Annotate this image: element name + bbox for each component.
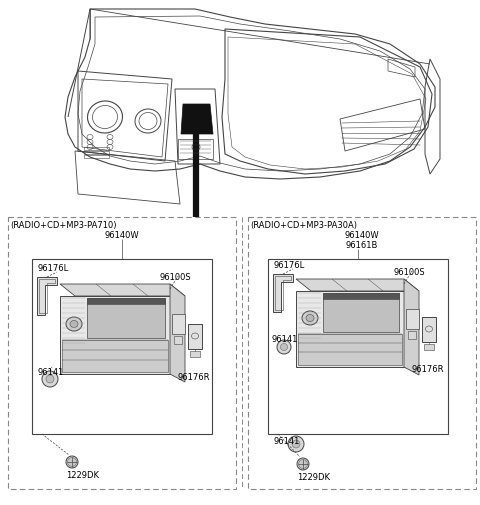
Text: 96161B: 96161B [346,240,378,249]
Polygon shape [323,293,399,332]
Ellipse shape [42,371,58,387]
Polygon shape [298,334,402,365]
Polygon shape [422,317,436,342]
Polygon shape [62,340,168,372]
Text: 96176R: 96176R [412,364,444,373]
Text: 96140W: 96140W [345,231,379,239]
Ellipse shape [277,340,291,355]
Polygon shape [404,279,419,375]
Text: 96141: 96141 [38,367,64,376]
Polygon shape [170,284,185,382]
Polygon shape [188,324,202,349]
Ellipse shape [292,440,300,448]
Ellipse shape [66,456,78,468]
Polygon shape [296,279,419,291]
Polygon shape [60,284,185,296]
Text: 96141: 96141 [272,334,299,343]
Ellipse shape [280,344,288,351]
Polygon shape [181,105,213,135]
Text: (RADIO+CD+MP3-PA30A): (RADIO+CD+MP3-PA30A) [250,221,357,230]
Text: 96100S: 96100S [160,273,192,281]
Ellipse shape [297,458,309,470]
Ellipse shape [66,317,82,331]
Polygon shape [323,293,399,299]
Polygon shape [273,274,293,313]
Ellipse shape [68,458,76,467]
Polygon shape [296,291,404,367]
Polygon shape [406,310,419,329]
Text: 96176L: 96176L [37,264,68,273]
Ellipse shape [306,315,314,322]
Ellipse shape [288,436,304,452]
Polygon shape [172,315,185,334]
Polygon shape [190,351,200,358]
Polygon shape [87,298,165,305]
Text: 96141: 96141 [274,436,300,445]
Polygon shape [424,344,434,350]
Polygon shape [87,298,165,338]
Polygon shape [60,296,170,374]
Text: 96176R: 96176R [178,372,211,381]
Polygon shape [174,336,182,344]
Ellipse shape [70,321,78,328]
Ellipse shape [46,375,54,383]
Polygon shape [37,277,57,316]
Polygon shape [408,331,416,339]
Ellipse shape [299,460,308,469]
Text: (RADIO+CD+MP3-PA710): (RADIO+CD+MP3-PA710) [10,221,117,230]
Text: 1229DK: 1229DK [297,472,330,481]
Text: 96100S: 96100S [394,268,426,276]
Text: 96176L: 96176L [273,261,304,270]
Text: 96140W: 96140W [105,231,139,239]
Text: 1229DK: 1229DK [66,470,99,479]
Ellipse shape [302,312,318,325]
